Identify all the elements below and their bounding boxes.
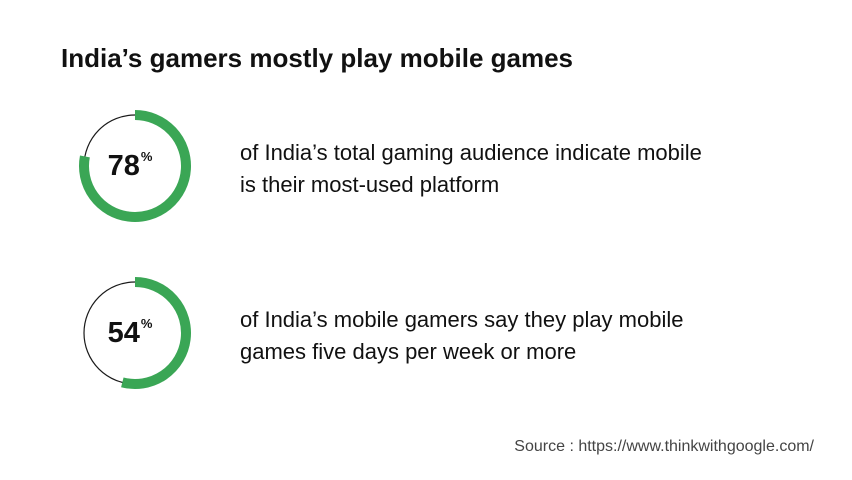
stat-play-frequency: 54% of India’s mobile gamers say they pl… [70,268,830,398]
percent-sign: % [140,149,153,164]
percent-sign: % [140,316,153,331]
stat-value: 78% [70,101,190,231]
stat-value: 54% [70,268,190,398]
source-credit: Source : https://www.thinkwithgoogle.com… [514,438,814,455]
description-line: of India’s mobile gamers say they play m… [240,307,684,332]
stat-number: 54 [107,316,140,349]
stat-mobile-platform: 78% of India’s total gaming audience ind… [70,101,830,231]
stat-description: of India’s mobile gamers say they play m… [240,304,820,368]
page-title: India’s gamers mostly play mobile games [61,43,574,73]
stat-number: 78 [107,149,140,182]
ring-arc [79,110,191,222]
stat-description: of India’s total gaming audience indicat… [240,137,820,201]
description-line: games five days per week or more [240,339,577,364]
donut-ring [70,268,200,398]
description-line: is their most-used platform [240,172,500,197]
description-line: of India’s total gaming audience indicat… [240,140,702,165]
donut-ring [70,101,200,231]
ring-arc [121,277,191,389]
